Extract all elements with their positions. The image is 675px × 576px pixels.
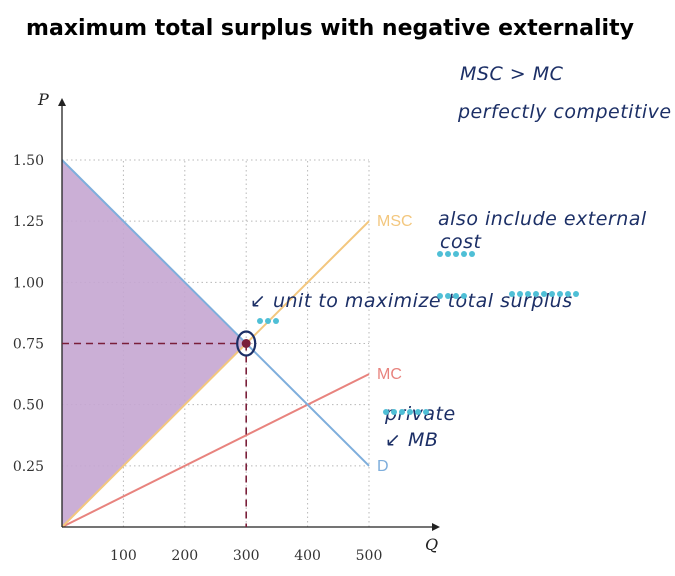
highlight-dot-18 (557, 291, 563, 297)
highlight-dot-5 (257, 318, 263, 324)
highlight-dot-10 (453, 293, 459, 299)
highlight-dot-6 (265, 318, 271, 324)
tick-labels: 100 200 300 400 500 0.25 0.50 0.75 1.00 1.25 1.50 (13, 153, 383, 564)
y-tick-label-4: 1.25 (13, 214, 44, 230)
x-tick-label-1: 200 (171, 548, 198, 564)
highlight-dot-21 (383, 409, 389, 415)
highlight-dot-20 (573, 291, 579, 297)
y-tick-label-5: 1.50 (13, 153, 44, 169)
x-axis-arrow-icon (432, 523, 440, 531)
highlight-dot-15 (533, 291, 539, 297)
y-axis-arrow-icon (58, 98, 66, 106)
highlight-dot-22 (391, 409, 397, 415)
series-line-mc (61, 373, 370, 528)
series-line-d (61, 159, 370, 467)
highlight-dot-17 (549, 291, 555, 297)
highlight-dots (257, 251, 579, 415)
total-surplus-area (62, 160, 247, 527)
highlight-dot-13 (517, 291, 523, 297)
highlight-dot-0 (437, 251, 443, 257)
highlight-dot-1 (445, 251, 451, 257)
highlight-dot-12 (509, 291, 515, 297)
note-msc-gt-mc: MSC > MC (460, 63, 564, 85)
optimum (62, 330, 257, 527)
y-tick-label-1: 0.50 (13, 398, 44, 414)
y-tick-label-3: 1.00 (13, 275, 44, 291)
curve-label-d: D (377, 458, 389, 475)
highlight-dot-11 (461, 293, 467, 299)
series-line-msc (61, 220, 370, 528)
note-mb: ↙ MB (385, 429, 438, 451)
highlight-dot-3 (461, 251, 467, 257)
chart-title: maximum total surplus with negative exte… (26, 16, 634, 41)
highlight-dot-8 (437, 293, 443, 299)
highlight-dot-4 (469, 251, 475, 257)
highlight-dot-2 (453, 251, 459, 257)
note-external-cost-2: cost (440, 231, 482, 253)
y-axis-label: P (37, 90, 49, 109)
note-perfectly-competitive: perfectly competitive (457, 101, 672, 123)
note-maximize-surplus: ↙ unit to maximize total surplus (250, 290, 573, 312)
highlight-dot-14 (525, 291, 531, 297)
x-tick-label-0: 100 (110, 548, 137, 564)
highlight-dot-23 (399, 409, 405, 415)
optimum-point (241, 339, 251, 348)
curve-label-msc: MSC (377, 213, 413, 230)
highlight-dot-25 (415, 409, 421, 415)
highlight-dot-19 (565, 291, 571, 297)
highlight-dot-9 (445, 293, 451, 299)
x-tick-label-4: 500 (356, 548, 383, 564)
highlight-dot-16 (541, 291, 547, 297)
curve-labels: D MSC MC (377, 213, 413, 475)
note-external-cost-1: also include external (438, 208, 647, 230)
x-tick-label-3: 400 (294, 548, 321, 564)
highlight-dot-7 (273, 318, 279, 324)
x-axis-label: Q (425, 535, 438, 554)
y-tick-label-0: 0.25 (13, 459, 44, 475)
x-tick-label-2: 300 (233, 548, 260, 564)
curves (61, 159, 370, 528)
handwritten-notes: MSC > MC perfectly competitive also incl… (250, 63, 672, 451)
y-tick-label-2: 0.75 (13, 337, 44, 353)
curve-label-mc: MC (377, 366, 402, 383)
highlight-dot-26 (423, 409, 429, 415)
highlight-dot-24 (407, 409, 413, 415)
optimum-circle-icon (236, 330, 257, 357)
